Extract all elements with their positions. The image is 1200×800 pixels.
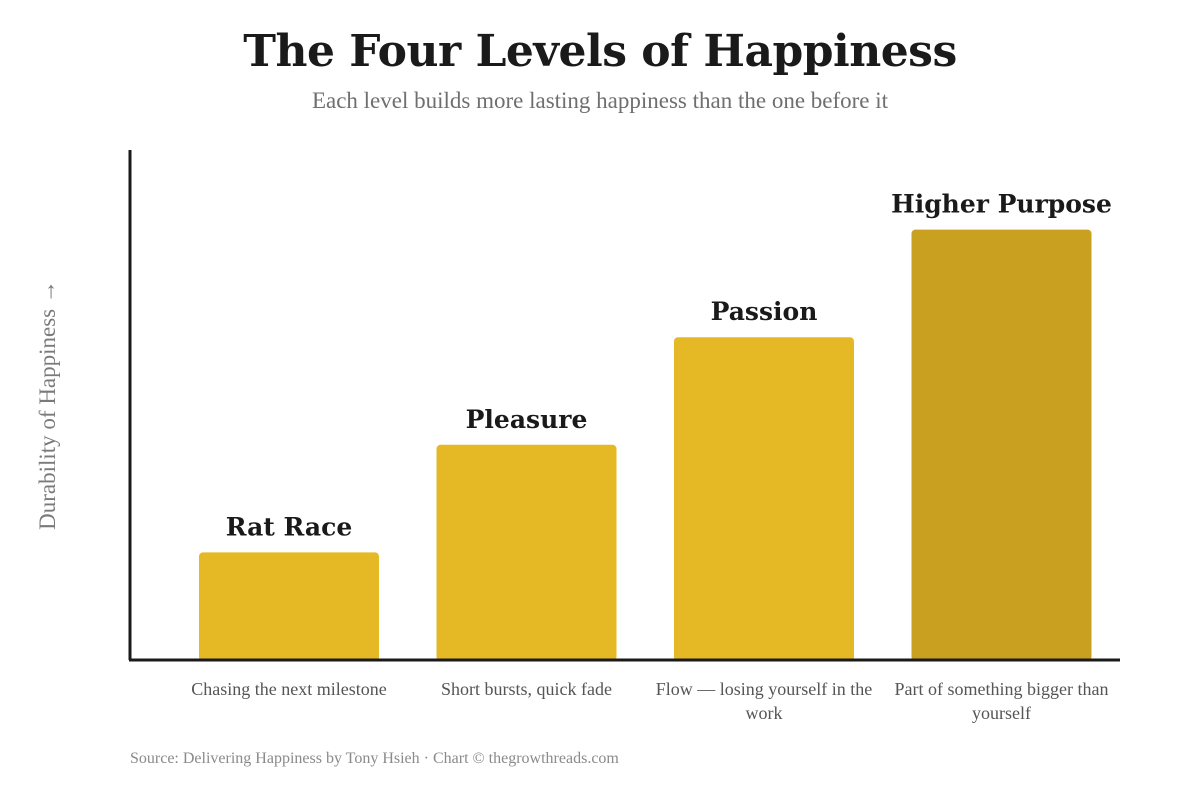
bar-labels-group: Rat Race Pleasure Passion Higher Purpose: [226, 190, 1112, 542]
chart-subtitle: Each level builds more lasting happiness…: [311, 88, 889, 113]
bar-label-rat-race: Rat Race: [226, 512, 352, 541]
category-description-higher-purpose: Part of something bigger than yourself: [894, 679, 1109, 723]
category-description-passion: Flow — losing yourself in the work: [655, 679, 873, 723]
bar-higher-purpose: [911, 229, 1092, 662]
bar-pleasure: [436, 444, 617, 661]
bar-rat-race: [199, 552, 379, 661]
bar-label-higher-purpose: Higher Purpose: [891, 190, 1112, 219]
bar-passion: [674, 337, 854, 661]
category-description-rat-race: Chasing the next milestone: [191, 679, 387, 699]
source-note: Source: Delivering Happiness by Tony Hsi…: [130, 750, 619, 767]
bars-group: [199, 229, 1092, 662]
chart-title: The Four Levels of Happiness: [243, 26, 957, 77]
category-description-pleasure: Short bursts, quick fade: [441, 679, 612, 699]
bar-label-passion: Passion: [711, 297, 818, 326]
bar-label-pleasure: Pleasure: [466, 405, 588, 434]
